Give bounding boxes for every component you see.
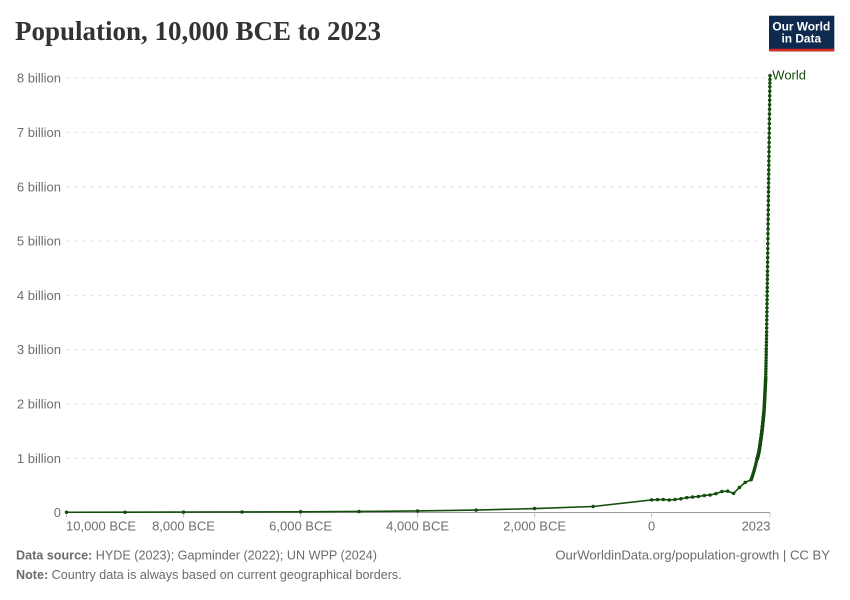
svg-text:7 billion: 7 billion (17, 125, 61, 140)
svg-text:OurWorldinData.org/population-: OurWorldinData.org/population-growth | C… (555, 548, 830, 563)
svg-text:4,000 BCE: 4,000 BCE (386, 518, 449, 533)
svg-text:8,000 BCE: 8,000 BCE (152, 518, 215, 533)
svg-text:0: 0 (54, 505, 61, 520)
svg-text:Note: Country data is always b: Note: Country data is always based on cu… (16, 568, 402, 582)
svg-text:2,000 BCE: 2,000 BCE (503, 518, 566, 533)
svg-text:0: 0 (648, 518, 655, 533)
svg-text:1 billion: 1 billion (17, 451, 61, 466)
svg-text:2 billion: 2 billion (17, 397, 61, 412)
svg-text:in Data: in Data (781, 32, 821, 46)
svg-text:4 billion: 4 billion (17, 288, 61, 303)
svg-text:8 billion: 8 billion (17, 71, 61, 86)
svg-text:6,000 BCE: 6,000 BCE (269, 518, 332, 533)
svg-text:5 billion: 5 billion (17, 234, 61, 249)
svg-text:Population, 10,000 BCE to 2023: Population, 10,000 BCE to 2023 (15, 16, 381, 46)
svg-text:3 billion: 3 billion (17, 342, 61, 357)
svg-text:World: World (772, 68, 806, 83)
svg-text:10,000 BCE: 10,000 BCE (66, 518, 136, 533)
svg-text:Our World: Our World (772, 20, 830, 34)
svg-text:Data source: HYDE (2023); Gapm: Data source: HYDE (2023); Gapminder (202… (16, 549, 377, 563)
svg-text:6 billion: 6 billion (17, 179, 61, 194)
svg-text:2023: 2023 (742, 518, 771, 533)
